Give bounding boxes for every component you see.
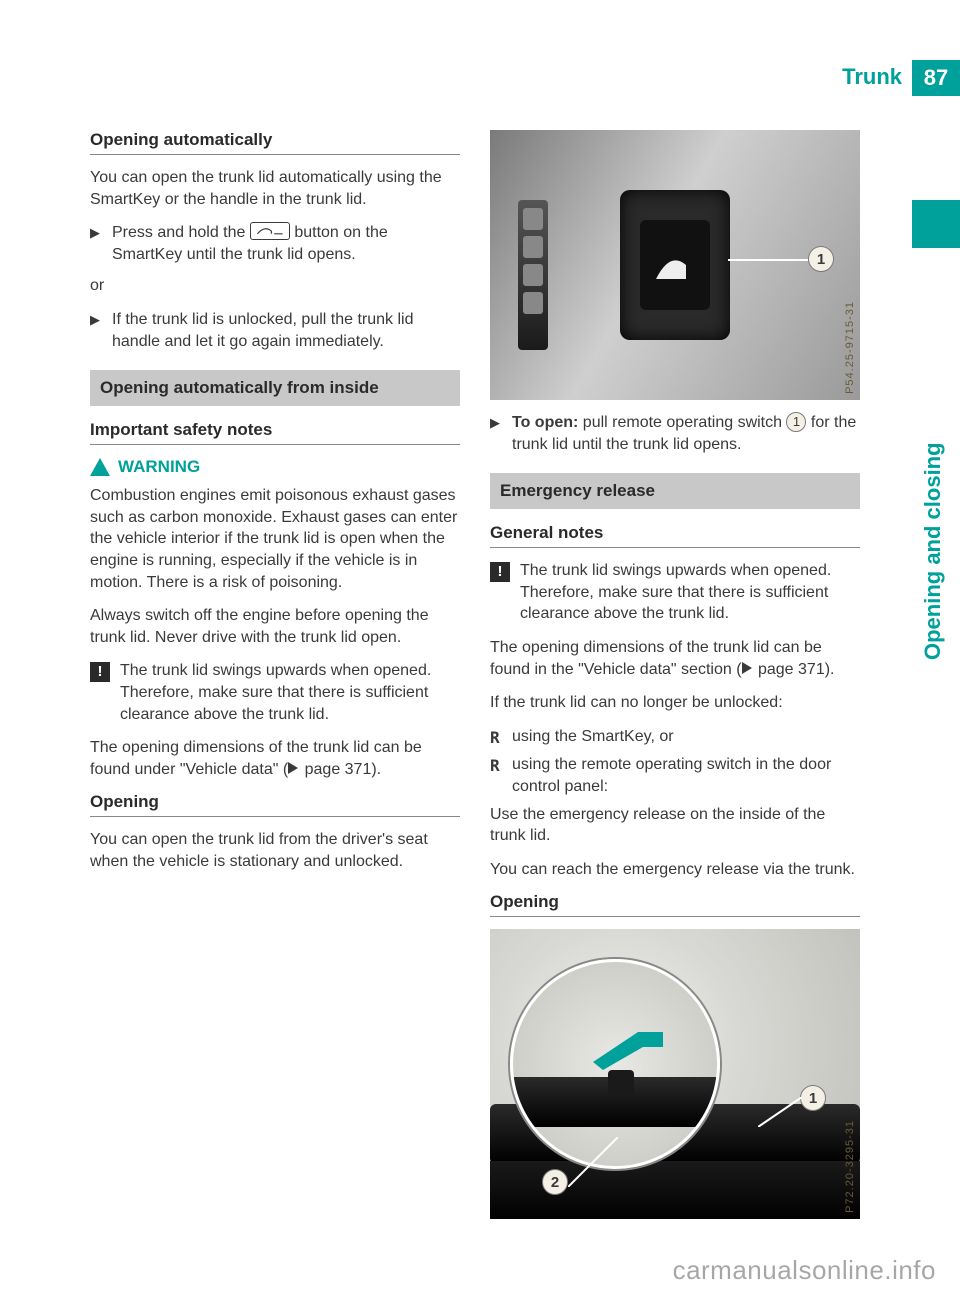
step-text: To open: pull remote operating switch 1 … <box>512 412 860 455</box>
heading-emergency-release: Emergency release <box>490 473 860 509</box>
callout-1: 1 <box>808 246 834 272</box>
ref-circle-1: 1 <box>786 412 806 432</box>
figure-emergency-release: 1 2 P72.20-3295-31 <box>490 929 860 1219</box>
heading-safety: Important safety notes <box>90 420 460 445</box>
note-icon: ! <box>90 662 110 682</box>
content-columns: Opening automatically You can open the t… <box>90 130 860 1231</box>
bullet-icon: R <box>490 726 504 749</box>
trunk-button-icon <box>250 222 290 240</box>
left-column: Opening automatically You can open the t… <box>90 130 460 1231</box>
step-press-hold: ▶ Press and hold the button on the Smart… <box>90 222 460 265</box>
note-text: The trunk lid swings upwards when opened… <box>520 560 860 625</box>
para-auto-intro: You can open the trunk lid automatically… <box>90 167 460 210</box>
para-opening-driver: You can open the trunk lid from the driv… <box>90 829 460 872</box>
para-dimensions: The opening dimensions of the trunk lid … <box>90 737 460 780</box>
section-title: Trunk <box>842 60 912 96</box>
para-dimensions-2: The opening dimensions of the trunk lid … <box>490 637 860 680</box>
page-ref-icon <box>742 662 752 674</box>
para-reach: You can reach the emergency release via … <box>490 859 860 881</box>
note-clearance-2: ! The trunk lid swings upwards when open… <box>490 560 860 625</box>
para-if-unlocked: If the trunk lid can no longer be unlock… <box>490 692 860 714</box>
heading-opening-auto: Opening automatically <box>90 130 460 155</box>
step-to-open: ▶ To open: pull remote operating switch … <box>490 412 860 455</box>
warning-text-2: Always switch off the engine before open… <box>90 605 460 648</box>
heading-opening: Opening <box>90 792 460 817</box>
step-text: If the trunk lid is unlocked, pull the t… <box>112 309 460 352</box>
warning-triangle-icon <box>90 458 110 476</box>
note-icon: ! <box>490 562 510 582</box>
bullet-icon: R <box>490 754 504 797</box>
manual-page: Trunk 87 Opening and closing Opening aut… <box>0 0 960 1302</box>
watermark: carmanualsonline.info <box>673 1255 936 1286</box>
image-code: P72.20-3295-31 <box>844 1120 856 1213</box>
warning-header: WARNING <box>90 457 460 477</box>
step-arrow-icon: ▶ <box>90 309 112 352</box>
step-arrow-icon: ▶ <box>490 412 512 455</box>
note-text: The trunk lid swings upwards when opened… <box>120 660 460 725</box>
heading-opening-2: Opening <box>490 892 860 917</box>
page-ref-icon <box>288 762 298 774</box>
warning-label: WARNING <box>118 457 200 477</box>
bullet-remote-switch: R using the remote operating switch in t… <box>490 754 860 797</box>
bullet-text: using the remote operating switch in the… <box>512 754 860 797</box>
heading-auto-inside: Opening automatically from inside <box>90 370 460 406</box>
right-column: 1 P54.25-9715-31 ▶ To open: pull remote … <box>490 130 860 1231</box>
figure-door-switch: 1 P54.25-9715-31 <box>490 130 860 400</box>
heading-general-notes: General notes <box>490 523 860 548</box>
thumb-tab <box>912 200 960 248</box>
step-arrow-icon: ▶ <box>90 222 112 265</box>
bullet-smartkey: R using the SmartKey, or <box>490 726 860 749</box>
bullet-text: using the SmartKey, or <box>512 726 674 749</box>
or-text: or <box>90 275 460 297</box>
note-clearance: ! The trunk lid swings upwards when open… <box>90 660 460 725</box>
para-use-release: Use the emergency release on the inside … <box>490 804 860 847</box>
chapter-label: Opening and closing <box>920 260 950 660</box>
warning-text-1: Combustion engines emit poisonous exhaus… <box>90 485 460 593</box>
image-code: P54.25-9715-31 <box>844 301 856 394</box>
page-header: Trunk 87 <box>842 60 960 96</box>
page-number: 87 <box>912 60 960 96</box>
step-pull-handle: ▶ If the trunk lid is unlocked, pull the… <box>90 309 460 352</box>
step-text: Press and hold the button on the SmartKe… <box>112 222 460 265</box>
